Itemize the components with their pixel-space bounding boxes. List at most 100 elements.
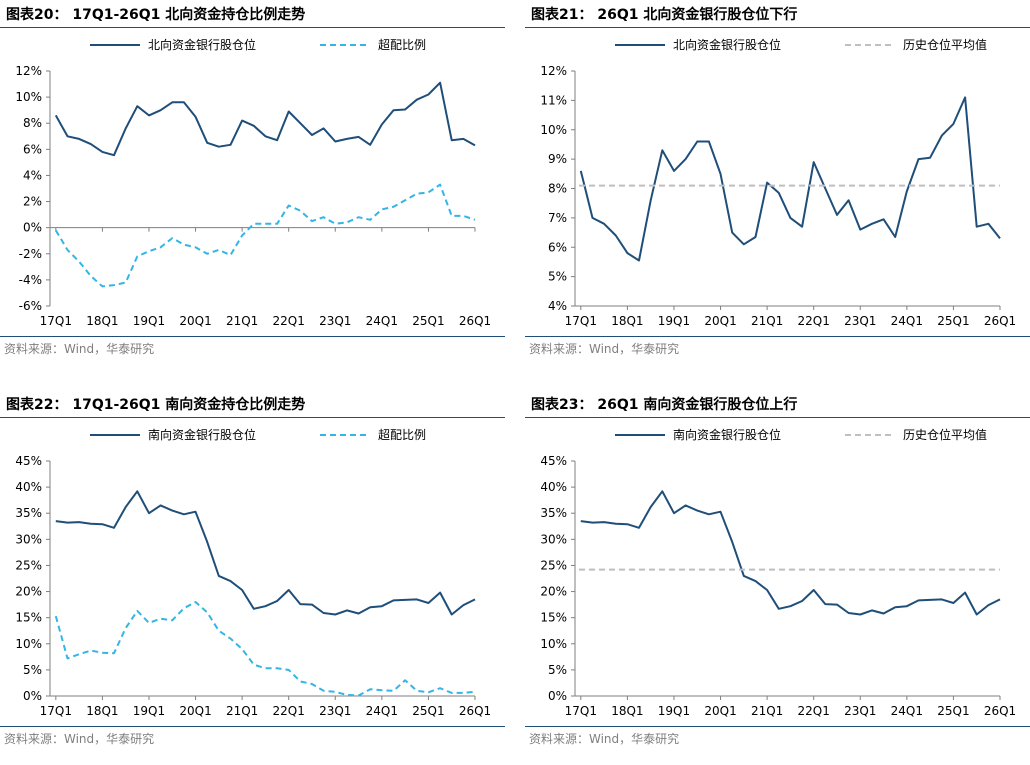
x-tick-label: 18Q1 (611, 314, 643, 328)
x-tick-label: 20Q1 (179, 314, 211, 328)
y-tick-label: 6% (548, 240, 567, 254)
y-tick-label: 0% (23, 689, 42, 703)
source-divider (0, 336, 505, 337)
y-tick-label: 30% (15, 532, 42, 546)
y-tick-label: 10% (540, 123, 567, 137)
x-tick-label: 25Q1 (937, 314, 969, 328)
source-note: 资料来源：Wind，华泰研究 (4, 342, 155, 356)
y-tick-label: 10% (15, 90, 42, 104)
y-tick-label: 20% (15, 585, 42, 599)
y-tick-label: 0% (548, 689, 567, 703)
y-tick-label: -6% (19, 299, 42, 313)
x-tick-label: 26Q1 (984, 314, 1016, 328)
y-tick-label: 35% (540, 506, 567, 520)
x-tick-label: 26Q1 (984, 704, 1016, 718)
y-tick-label: 11% (540, 93, 567, 107)
y-tick-label: 25% (540, 558, 567, 572)
chart-panel-north-ratio: 图表20： 17Q1-26Q1 北向资金持仓比例走势 -6% -4% -2% 0% 2%… (0, 0, 505, 375)
x-tick-label: 25Q1 (412, 704, 444, 718)
x-tick-label: 19Q1 (133, 314, 165, 328)
y-tick-label: 8% (23, 116, 42, 130)
x-tick-label: 22Q1 (798, 704, 830, 718)
x-tick-label: 26Q1 (459, 704, 491, 718)
y-tick-label: 35% (15, 506, 42, 520)
x-tick-label: 19Q1 (133, 704, 165, 718)
x-tick-label: 22Q1 (798, 314, 830, 328)
line-chart: 4% 5% 6% 7% 8% 9% 10% 11% 12% 17Q1 18Q1 19Q1 20Q1 21Q… (540, 37, 1016, 328)
y-tick-label: 2% (23, 195, 42, 209)
x-tick-label: 23Q1 (844, 704, 876, 718)
x-tick-label: 24Q1 (366, 704, 398, 718)
x-tick-label: 21Q1 (226, 314, 258, 328)
title-divider (0, 417, 505, 418)
x-tick-label: 23Q1 (319, 704, 351, 718)
x-tick-label: 19Q1 (658, 314, 690, 328)
title-divider (0, 27, 505, 28)
y-tick-label: 8% (548, 182, 567, 196)
chart-title: 图表23： 26Q1 南向资金银行股仓位上行 (531, 397, 798, 413)
y-tick-label: 25% (15, 558, 42, 572)
legend-label: 南向资金银行股仓位 (148, 427, 256, 442)
y-tick-label: 4% (548, 299, 567, 313)
line-chart: 0% 5% 10% 15% 20% 25% 30% 35% 40% 45% 17Q1 18Q1 19Q1… (15, 427, 491, 718)
y-tick-label: 15% (540, 611, 567, 625)
series-line (54, 81, 476, 157)
legend-label: 超配比例 (378, 427, 426, 442)
line-chart: -6% -4% -2% 0% 2% 4% 6% 8% 10% 12% 17Q1 18Q1 19Q1 20Q… (15, 37, 491, 328)
chart-panel-north-position: 图表21： 26Q1 北向资金银行股仓位下行 4% 5% 6% 7% 8% 9% 10% 11… (525, 0, 1030, 375)
x-tick-label: 21Q1 (751, 314, 783, 328)
x-tick-label: 17Q1 (40, 704, 72, 718)
y-tick-label: 0% (23, 221, 42, 235)
x-tick-label: 23Q1 (844, 314, 876, 328)
y-tick-label: -4% (19, 273, 42, 287)
series-line (579, 96, 1001, 262)
series-line (54, 601, 476, 697)
x-tick-label: 24Q1 (366, 314, 398, 328)
x-tick-label: 24Q1 (891, 704, 923, 718)
y-tick-label: 5% (23, 663, 42, 677)
x-tick-label: 18Q1 (86, 704, 118, 718)
x-tick-label: 21Q1 (751, 704, 783, 718)
y-tick-label: 12% (540, 64, 567, 78)
chart-panel-south-ratio: 图表22： 17Q1-26Q1 南向资金持仓比例走势 0% 5% 10% 15% 20%… (0, 390, 505, 765)
y-tick-label: 7% (548, 211, 567, 225)
x-tick-label: 23Q1 (319, 314, 351, 328)
x-tick-label: 21Q1 (226, 704, 258, 718)
y-tick-label: 9% (548, 152, 567, 166)
y-tick-label: 45% (15, 454, 42, 468)
series-line (54, 183, 476, 288)
source-note: 资料来源：Wind，华泰研究 (4, 732, 155, 746)
line-chart: 0% 5% 10% 15% 20% 25% 30% 35% 40% 45% 17Q1 18Q1 19Q1… (540, 427, 1016, 718)
title-divider (525, 417, 1030, 418)
x-tick-label: 24Q1 (891, 314, 923, 328)
chart-title: 图表22： 17Q1-26Q1 南向资金持仓比例走势 (6, 397, 306, 413)
legend-label: 超配比例 (378, 37, 426, 52)
y-tick-label: 15% (15, 611, 42, 625)
x-tick-label: 20Q1 (704, 704, 736, 718)
y-tick-label: 6% (23, 142, 42, 156)
series-line (580, 490, 1001, 616)
legend-label: 历史仓位平均值 (903, 37, 987, 52)
x-tick-label: 26Q1 (459, 314, 491, 328)
series-line (55, 490, 476, 616)
legend-label: 历史仓位平均值 (903, 427, 987, 442)
x-tick-label: 25Q1 (937, 704, 969, 718)
x-tick-label: 22Q1 (273, 314, 305, 328)
legend-label: 北向资金银行股仓位 (673, 37, 781, 52)
source-divider (525, 726, 1030, 727)
source-note: 资料来源：Wind，华泰研究 (529, 342, 680, 356)
legend-label: 北向资金银行股仓位 (148, 37, 256, 52)
y-tick-label: 20% (540, 585, 567, 599)
source-divider (525, 336, 1030, 337)
x-tick-label: 17Q1 (40, 314, 72, 328)
y-tick-label: 10% (540, 637, 567, 651)
y-tick-label: 5% (548, 270, 567, 284)
y-tick-label: 40% (15, 480, 42, 494)
x-tick-label: 25Q1 (412, 314, 444, 328)
legend-label: 南向资金银行股仓位 (673, 427, 781, 442)
x-tick-label: 20Q1 (704, 314, 736, 328)
y-tick-label: -2% (19, 247, 42, 261)
chart-panel-south-position: 图表23： 26Q1 南向资金银行股仓位上行 0% 5% 10% 15% 20% 25% 3… (525, 390, 1030, 765)
y-tick-label: 45% (540, 454, 567, 468)
x-tick-label: 22Q1 (273, 704, 305, 718)
